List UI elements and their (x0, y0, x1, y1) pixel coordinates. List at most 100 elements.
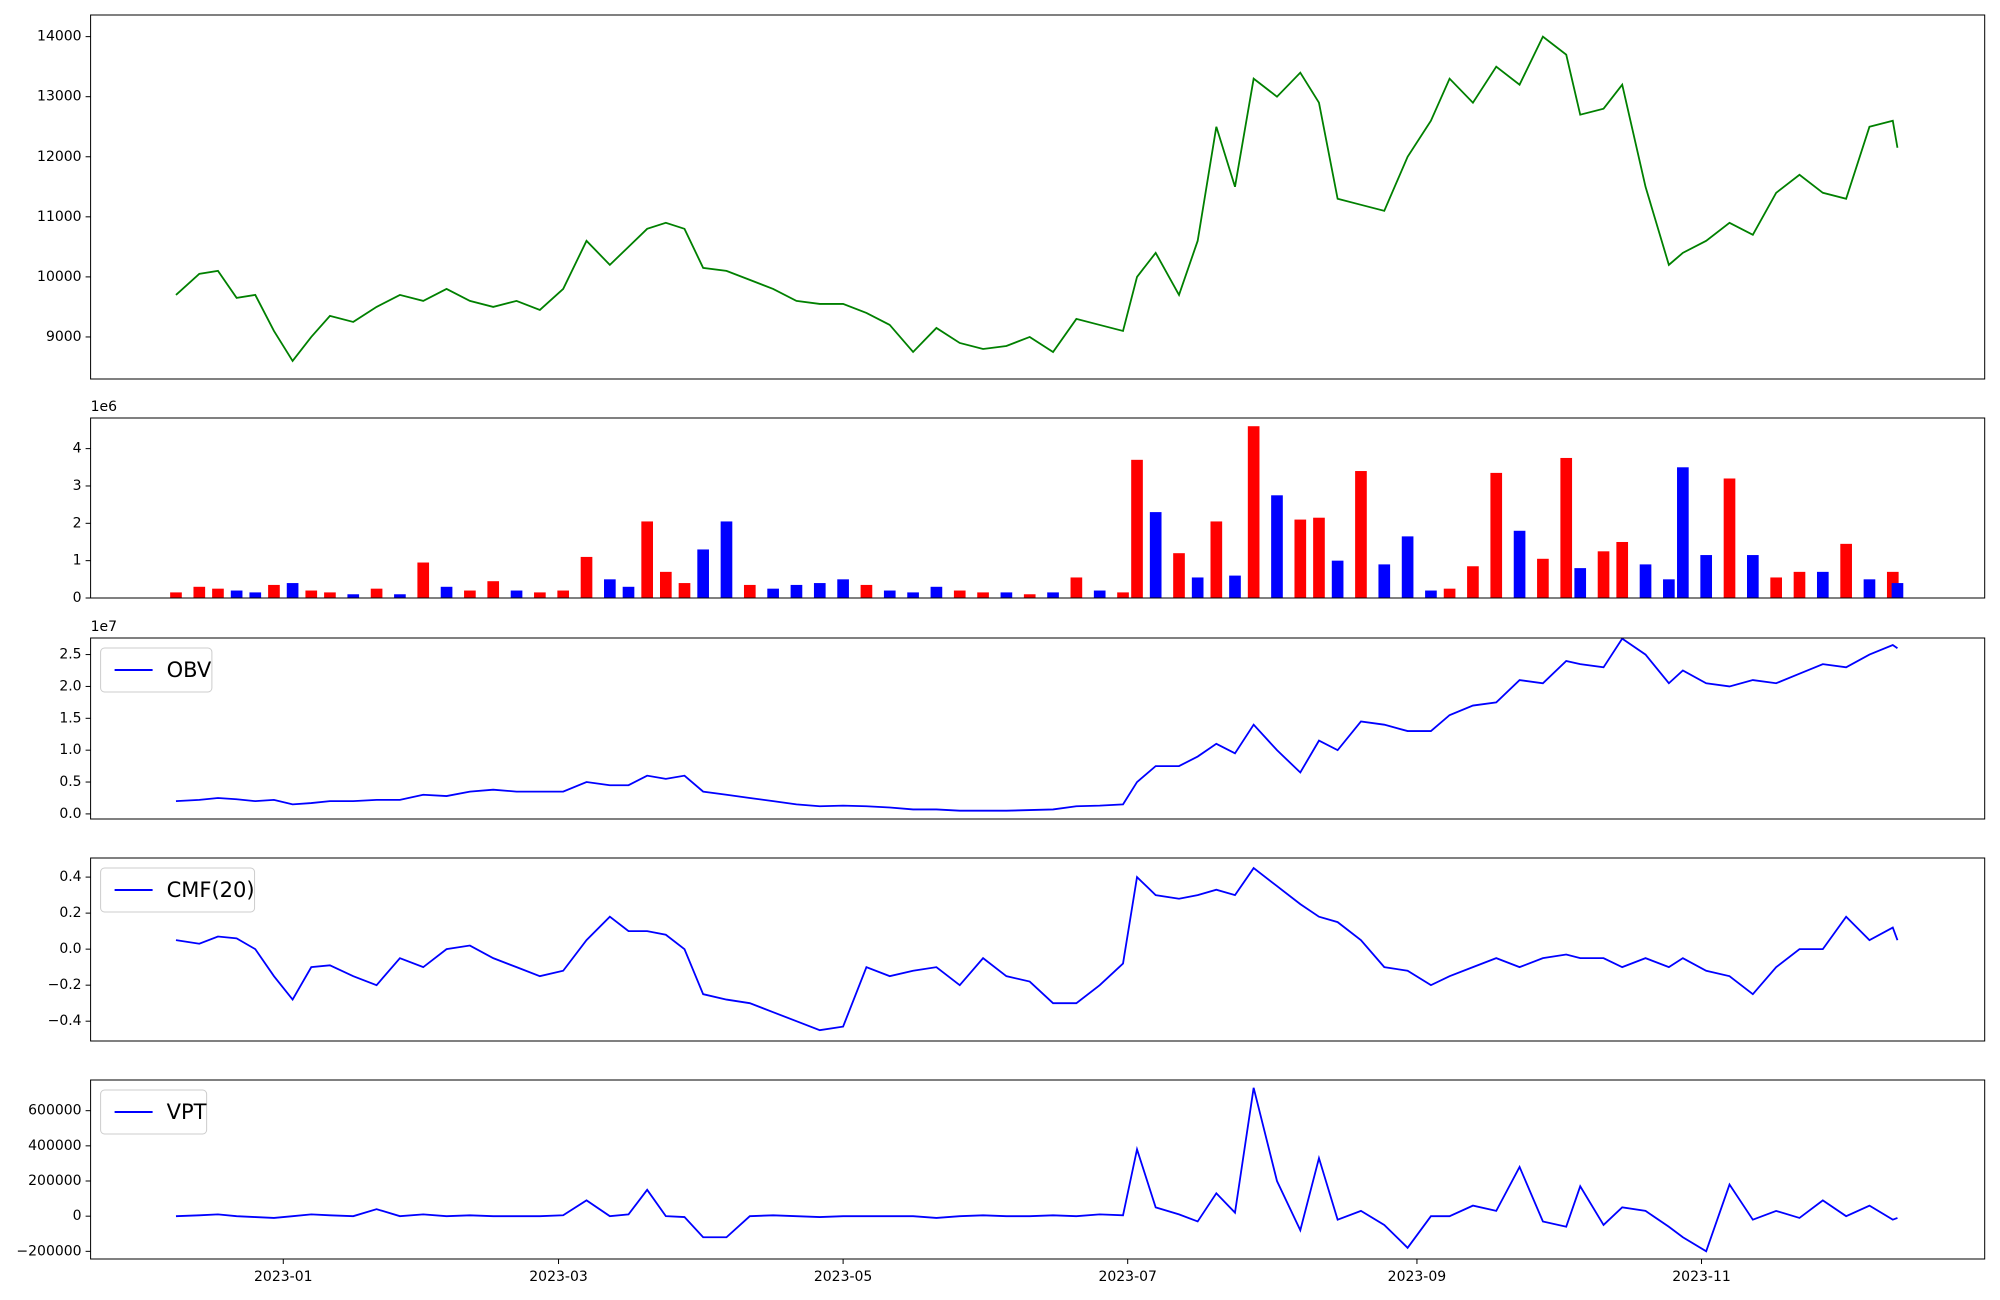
y-tick-label: 0.2 (59, 905, 81, 921)
x-tick-label: 2023-05 (814, 1269, 873, 1285)
y-tick-label: 0 (73, 1208, 82, 1224)
volume-bar (837, 579, 849, 598)
y-tick-label: 1.0 (59, 742, 81, 758)
volume-bar (510, 590, 523, 598)
volume-bar (464, 590, 476, 598)
volume-bar (1467, 566, 1479, 598)
y-tick-label: −0.2 (48, 977, 82, 993)
indicator-line (175, 866, 1899, 1032)
indicator-line (175, 1087, 1898, 1253)
panel: 0.0 0.5 1.0 1.5 2.0 2.5 1e7 OBV (59, 619, 1986, 822)
volume-bar (1863, 579, 1876, 598)
volume-bar (230, 590, 243, 598)
volume-bar (1891, 583, 1904, 598)
y-tick-label: 1 (73, 553, 82, 569)
volume-bar (1093, 590, 1106, 598)
volume-bar (417, 562, 430, 598)
volume-bar (1229, 575, 1241, 598)
volume-bar (1639, 564, 1652, 598)
volume-bar (697, 549, 709, 598)
volume-bar (1723, 478, 1736, 598)
legend-box (100, 647, 213, 693)
volume-bar (1247, 426, 1260, 598)
volume-bar (487, 581, 500, 598)
volume-bar (1574, 568, 1587, 598)
volume-bar (1443, 588, 1456, 598)
volume-bar (1047, 592, 1059, 598)
volume-bar (1560, 457, 1573, 598)
y-tick-label: 0.0 (59, 941, 81, 957)
legend-label: OBV (167, 658, 212, 682)
volume-bar (212, 588, 224, 598)
volume-bar (1131, 459, 1143, 598)
volume-bar (1000, 592, 1013, 598)
legend: VPT (100, 1089, 208, 1135)
indicator-line (175, 637, 1898, 812)
volume-bar (1210, 521, 1223, 598)
y-tick-label: 0 (73, 590, 82, 606)
volume-bar (1700, 555, 1713, 598)
axes-frame (90, 417, 1986, 599)
volume-bar (1271, 495, 1283, 598)
y-tick-label: −200000 (16, 1243, 81, 1259)
legend: OBV (100, 647, 213, 693)
volume-bar (930, 586, 943, 598)
volume-bar (1401, 536, 1414, 598)
x-tick-label: 2023-03 (529, 1269, 588, 1285)
volume-bar (557, 590, 570, 598)
x-tick-label: 2023-11 (1672, 1269, 1731, 1285)
y-tick-label: 1.5 (59, 710, 81, 726)
y-tick-label: 200000 (28, 1173, 81, 1189)
volume-bar (347, 594, 360, 598)
volume-bar (440, 586, 453, 598)
legend-label: VPT (167, 1100, 207, 1124)
volume-bar (860, 584, 873, 598)
y-tick-label: 10000 (37, 269, 82, 285)
y-tick-label: 4 (73, 441, 82, 457)
offset-text: 1e7 (91, 619, 117, 635)
volume-bar (907, 592, 919, 598)
volume-bar (1616, 541, 1629, 598)
volume-bar (1117, 592, 1129, 598)
x-tick-label: 2023-01 (254, 1269, 313, 1285)
volume-bar (1513, 530, 1526, 598)
volume-bar (604, 579, 616, 598)
volume-bar (170, 592, 182, 598)
price-line (175, 35, 1899, 363)
volume-bar (622, 586, 635, 598)
volume-bar (720, 521, 733, 598)
x-tick-label: 2023-09 (1388, 1269, 1447, 1285)
y-tick-label: 0.0 (59, 806, 81, 822)
y-tick-label: 9000 (46, 329, 82, 345)
volume-bar (1663, 579, 1675, 598)
axes-frame (90, 1079, 1986, 1260)
volume-bar (193, 586, 206, 598)
offset-text: 1e6 (91, 399, 118, 415)
panel: −200000 0 200000 400000 600000 2023-01 2023-03… (16, 1079, 1986, 1285)
volume-bar (1490, 472, 1503, 598)
legend-box (100, 867, 256, 913)
volume-bar (580, 556, 593, 598)
volume-bar (305, 590, 318, 598)
volume-bar (286, 583, 299, 598)
volume-bar (1840, 543, 1852, 598)
volume-bar (678, 583, 691, 598)
volume-bar (1425, 590, 1437, 598)
y-tick-label: 0.4 (59, 869, 81, 885)
volume-bar (659, 571, 672, 598)
y-tick-label: 13000 (37, 89, 82, 105)
volume-bar (1816, 571, 1829, 598)
volume-bar (268, 584, 280, 598)
y-tick-label: 12000 (37, 149, 82, 165)
volume-bar (1793, 571, 1806, 598)
volume-bar (1313, 517, 1325, 598)
volume-bar (1149, 512, 1162, 598)
volume-bar (883, 590, 896, 598)
volume-bar (1378, 564, 1391, 598)
volume-bar (1537, 558, 1549, 598)
volume-bar (534, 592, 546, 598)
y-tick-label: 400000 (28, 1138, 81, 1154)
volume-bar (641, 521, 653, 598)
volume-bar (1070, 577, 1083, 598)
